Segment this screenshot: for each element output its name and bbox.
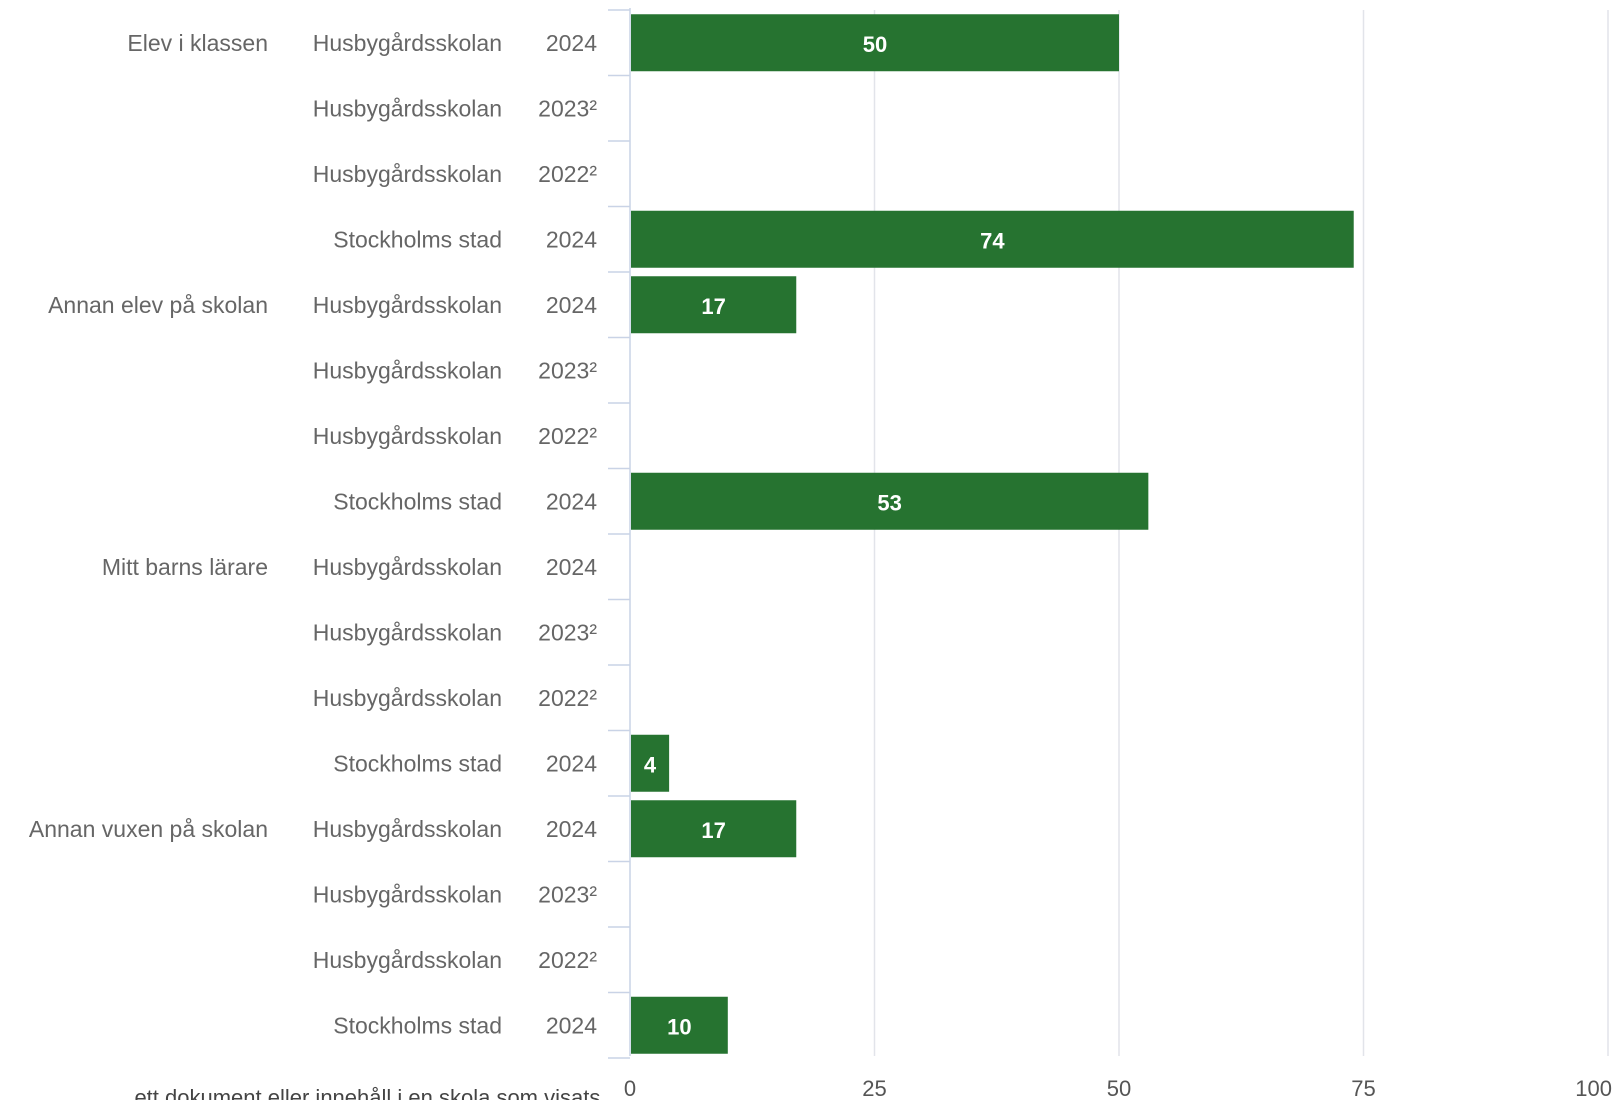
year-label: 2022² bbox=[538, 161, 597, 187]
unit-label: Husbygårdsskolan bbox=[313, 881, 502, 907]
category-axis bbox=[608, 8, 631, 1059]
year-label: 2024 bbox=[546, 1012, 597, 1038]
year-label: 2024 bbox=[546, 30, 597, 56]
unit-label: Husbygårdsskolan bbox=[313, 357, 502, 383]
data-label: 17 bbox=[701, 818, 725, 843]
gridlines bbox=[873, 10, 1609, 1056]
data-label: 10 bbox=[667, 1014, 691, 1039]
data-label: 74 bbox=[980, 228, 1005, 253]
year-label: 2023² bbox=[538, 95, 597, 121]
category-labels: Elev i klassen Husbygårdsskolan 2024 Husbyg… bbox=[29, 30, 597, 1039]
unit-label: Husbygårdsskolan bbox=[313, 161, 502, 187]
footnote: ... ett dokument eller innehåll i en sko… bbox=[110, 1085, 601, 1100]
group-label: Annan vuxen på skolan bbox=[29, 816, 268, 842]
data-label: 4 bbox=[644, 752, 657, 777]
bar bbox=[631, 210, 1354, 268]
unit-label: Husbygårdsskolan bbox=[313, 619, 502, 645]
unit-label: Stockholms stad bbox=[333, 750, 502, 776]
unit-label: Husbygårdsskolan bbox=[313, 554, 502, 580]
data-label: 53 bbox=[877, 490, 901, 515]
bar bbox=[631, 996, 728, 1054]
unit-label: Husbygårdsskolan bbox=[313, 816, 502, 842]
x-tick-label-0: 0 bbox=[624, 1076, 636, 1100]
x-tick-label-25: 25 bbox=[862, 1076, 886, 1100]
unit-label: Husbygårdsskolan bbox=[313, 292, 502, 318]
unit-label: Husbygårdsskolan bbox=[313, 423, 502, 449]
year-label: 2023² bbox=[538, 881, 597, 907]
bar bbox=[631, 472, 1149, 530]
year-label: 2024 bbox=[546, 226, 597, 252]
group-label: Mitt barns lärare bbox=[102, 554, 268, 580]
unit-label: Husbygårdsskolan bbox=[313, 95, 502, 121]
year-label: 2023² bbox=[538, 357, 597, 383]
bar bbox=[631, 800, 797, 858]
x-tick-label-75: 75 bbox=[1351, 1076, 1375, 1100]
unit-label: Husbygårdsskolan bbox=[313, 947, 502, 973]
unit-label: Husbygårdsskolan bbox=[313, 30, 502, 56]
bar bbox=[631, 276, 797, 334]
year-label: 2022² bbox=[538, 685, 597, 711]
year-label: 2024 bbox=[546, 554, 597, 580]
bars: 50 74 17 53 4 17 10 bbox=[631, 14, 1354, 1054]
year-label: 2024 bbox=[546, 488, 597, 514]
year-label: 2024 bbox=[546, 816, 597, 842]
unit-label: Stockholms stad bbox=[333, 1012, 502, 1038]
year-label: 2024 bbox=[546, 292, 597, 318]
year-label: 2024 bbox=[546, 750, 597, 776]
group-label: Annan elev på skolan bbox=[48, 292, 268, 318]
unit-label: Stockholms stad bbox=[333, 488, 502, 514]
year-label: 2023² bbox=[538, 619, 597, 645]
x-tick-label-50: 50 bbox=[1107, 1076, 1131, 1100]
data-label: 17 bbox=[701, 294, 725, 319]
year-label: 2022² bbox=[538, 423, 597, 449]
bar bbox=[631, 734, 670, 792]
x-axis-ticks: 0 25 50 75 100 bbox=[624, 1076, 1612, 1100]
unit-label: Stockholms stad bbox=[333, 226, 502, 252]
data-label: 50 bbox=[863, 32, 887, 57]
group-label: Elev i klassen bbox=[127, 30, 268, 56]
year-label: 2022² bbox=[538, 947, 597, 973]
x-tick-label-100: 100 bbox=[1575, 1076, 1612, 1100]
bar bbox=[631, 14, 1119, 72]
unit-label: Husbygårdsskolan bbox=[313, 685, 502, 711]
